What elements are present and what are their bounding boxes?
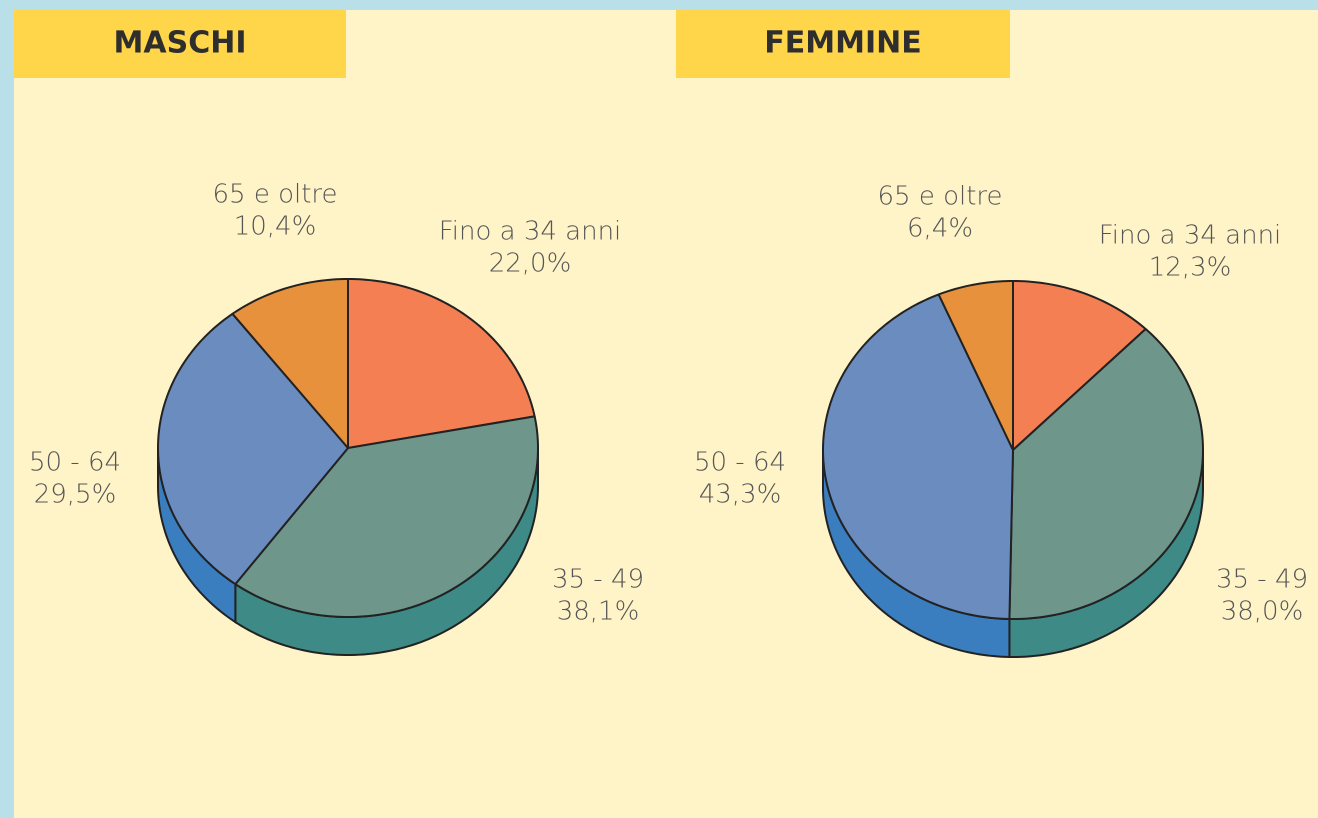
slice-label: 35 - 49 xyxy=(552,565,644,595)
slice-label: Fino a 34 anni xyxy=(439,217,622,247)
data-label: 10,4% xyxy=(234,212,317,242)
pie-slice xyxy=(231,278,349,449)
data-label: 6,4% xyxy=(907,214,973,244)
data-label: 43,3% xyxy=(699,480,782,510)
pie-slice xyxy=(157,312,349,586)
data-label: 29,5% xyxy=(34,480,117,510)
data-label: 12,3% xyxy=(1149,253,1232,283)
slice-label: 50 - 64 xyxy=(29,448,121,478)
slice-label: 50 - 64 xyxy=(694,448,786,478)
data-label: 38,1% xyxy=(557,597,640,627)
chart-title: FEMMINE xyxy=(764,26,921,61)
tab xyxy=(14,10,346,78)
data-label: 22,0% xyxy=(489,249,572,279)
slice-label: 65 e oltre xyxy=(212,180,337,210)
data-label: 38,0% xyxy=(1221,597,1304,627)
chart-title: MASCHI xyxy=(114,26,247,61)
slice-label: 65 e oltre xyxy=(877,182,1002,212)
slice-label: 35 - 49 xyxy=(1216,565,1308,595)
pie-slice xyxy=(1012,280,1147,451)
pie-slice xyxy=(234,415,539,618)
tab xyxy=(676,10,1010,78)
pie-slice xyxy=(347,278,536,449)
pie-slice xyxy=(937,280,1014,451)
slice-label: Fino a 34 anni xyxy=(1099,221,1282,251)
pie-slice xyxy=(822,293,1014,620)
pie-slice xyxy=(1008,328,1204,620)
